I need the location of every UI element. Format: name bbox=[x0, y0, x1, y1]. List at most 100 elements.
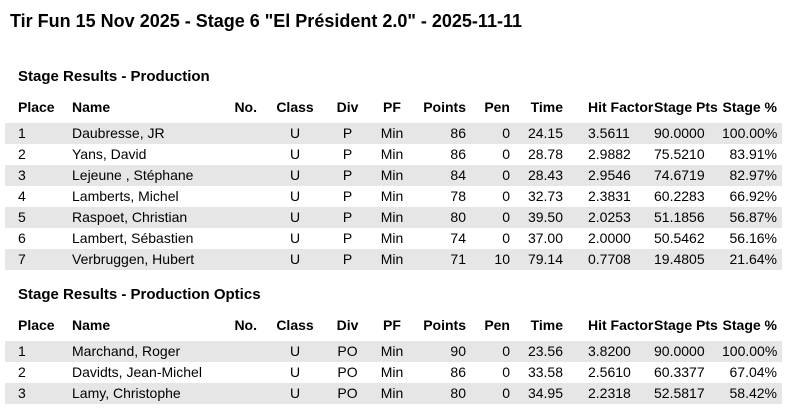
column-header: PF bbox=[383, 99, 401, 115]
table-cell: 37.00 bbox=[527, 230, 563, 246]
column-header: Place bbox=[18, 99, 55, 115]
table-cell: 23.56 bbox=[527, 343, 563, 359]
table-cell: 56.16% bbox=[729, 230, 777, 246]
table-cell: U bbox=[289, 146, 301, 162]
table-cell: 80 bbox=[450, 385, 466, 401]
table-cell: 5 bbox=[18, 209, 26, 225]
table-cell bbox=[220, 362, 265, 383]
table-cell: Min bbox=[380, 188, 404, 204]
column-header: Pen bbox=[484, 317, 510, 333]
table-cell: U bbox=[289, 364, 301, 380]
column-header: Place bbox=[18, 317, 55, 333]
table-cell: 0 bbox=[502, 167, 510, 183]
table-cell: 2.0253 bbox=[588, 209, 631, 225]
column-header: Name bbox=[72, 99, 111, 115]
table-cell: U bbox=[289, 230, 301, 246]
column-header: Stage % bbox=[722, 317, 777, 333]
column-header: Hit Factor bbox=[588, 317, 654, 333]
column-header: Stage Pts bbox=[654, 317, 718, 333]
table-cell: 3.8200 bbox=[588, 343, 631, 359]
table-cell: 50.5462 bbox=[654, 230, 705, 246]
table-cell: 6 bbox=[18, 230, 26, 246]
column-header: Time bbox=[530, 99, 563, 115]
table-cell: P bbox=[342, 251, 353, 267]
table-cell: 10 bbox=[494, 251, 510, 267]
table-cell: 3 bbox=[18, 167, 26, 183]
table-cell bbox=[220, 341, 265, 362]
table-cell: Raspoet, Christian bbox=[72, 209, 188, 225]
results-table: Place Name No. Class Div PF Points Pen Time Hit F… bbox=[5, 309, 782, 404]
column-header: Pen bbox=[484, 99, 510, 115]
table-cell: U bbox=[289, 251, 301, 267]
column-header: No. bbox=[234, 99, 257, 115]
table-cell: 86 bbox=[450, 125, 466, 141]
table-cell: P bbox=[342, 230, 353, 246]
table-cell: 4 bbox=[18, 188, 26, 204]
table-cell: 90.0000 bbox=[654, 125, 705, 141]
table-cell: 2.3831 bbox=[588, 188, 631, 204]
table-cell: P bbox=[342, 209, 353, 225]
table-cell bbox=[220, 144, 265, 165]
column-header: Class bbox=[276, 99, 314, 115]
table-cell: Daubresse, JR bbox=[72, 125, 165, 141]
table-cell: U bbox=[289, 209, 301, 225]
table-cell: 60.2283 bbox=[654, 188, 705, 204]
column-header: Hit Factor bbox=[588, 99, 654, 115]
table-cell: 0.7708 bbox=[588, 251, 631, 267]
table-cell: 100.00% bbox=[722, 343, 778, 359]
table-cell: 52.5817 bbox=[654, 385, 705, 401]
table-cell: Min bbox=[380, 251, 404, 267]
table-cell: Min bbox=[380, 343, 404, 359]
table-row: 5 Raspoet, Christian U P Min 80 0 39.50 2.0253 51… bbox=[5, 207, 782, 228]
table-cell: 2.2318 bbox=[588, 385, 631, 401]
table-cell: 24.15 bbox=[527, 125, 563, 141]
table-cell bbox=[220, 123, 265, 144]
table-row: 1 Marchand, Roger U PO Min 90 0 23.56 3.8200 90.0… bbox=[5, 341, 782, 362]
table-cell: 1 bbox=[18, 343, 26, 359]
table-cell: 0 bbox=[502, 343, 510, 359]
table-cell: 3 bbox=[18, 385, 26, 401]
table-cell: 51.1856 bbox=[654, 209, 705, 225]
table-cell bbox=[220, 186, 265, 207]
column-header: PF bbox=[383, 317, 401, 333]
table-cell: 39.50 bbox=[527, 209, 563, 225]
table-row: 4 Lamberts, Michel U P Min 78 0 32.73 2.3831 60.2… bbox=[5, 186, 782, 207]
table-cell: 0 bbox=[502, 209, 510, 225]
table-cell: P bbox=[342, 167, 353, 183]
table-cell: 2.5610 bbox=[588, 364, 631, 380]
column-header: Div bbox=[336, 317, 359, 333]
table-cell: 60.3377 bbox=[654, 364, 705, 380]
header-row: Place Name No. Class Div PF Points Pen Time Hit F… bbox=[5, 91, 782, 123]
table-cell: 28.78 bbox=[527, 146, 563, 162]
table-cell: 21.64% bbox=[729, 251, 777, 267]
table-cell: 58.42% bbox=[729, 385, 777, 401]
table-cell: 0 bbox=[502, 146, 510, 162]
table-row: 1 Daubresse, JR U P Min 86 0 24.15 3.5611 90.0000… bbox=[5, 123, 782, 144]
results-sections: Stage Results - Production Place Name No. Cl… bbox=[0, 69, 790, 404]
table-cell: 56.87% bbox=[729, 209, 777, 225]
table-cell bbox=[220, 383, 265, 404]
table-row: 2 Yans, David U P Min 86 0 28.78 2.9882 75.5210 83… bbox=[5, 144, 782, 165]
table-cell: Min bbox=[380, 364, 404, 380]
section-heading: Stage Results - Production bbox=[18, 68, 210, 85]
table-cell: Min bbox=[380, 125, 404, 141]
table-cell: Min bbox=[380, 167, 404, 183]
table-cell: Lejeune , Stéphane bbox=[72, 167, 194, 183]
table-cell: Yans, David bbox=[72, 146, 147, 162]
column-header: Class bbox=[276, 317, 314, 333]
table-cell: 66.92% bbox=[729, 188, 777, 204]
table-cell: 74.6719 bbox=[654, 167, 705, 183]
table-cell: Lamy, Christophe bbox=[72, 385, 181, 401]
table-cell: 2.9546 bbox=[588, 167, 631, 183]
table-cell bbox=[220, 228, 265, 249]
table-cell: P bbox=[342, 188, 353, 204]
table-cell: 3.5611 bbox=[588, 125, 630, 141]
table-cell: Min bbox=[380, 230, 404, 246]
table-cell: 2.9882 bbox=[588, 146, 631, 162]
table-cell: 2.0000 bbox=[588, 230, 631, 246]
column-header: Points bbox=[423, 317, 466, 333]
table-cell: Min bbox=[380, 385, 404, 401]
table-cell: 86 bbox=[450, 146, 466, 162]
table-row: 3 Lejeune , Stéphane U P Min 84 0 28.43 2.9546 74… bbox=[5, 165, 782, 186]
